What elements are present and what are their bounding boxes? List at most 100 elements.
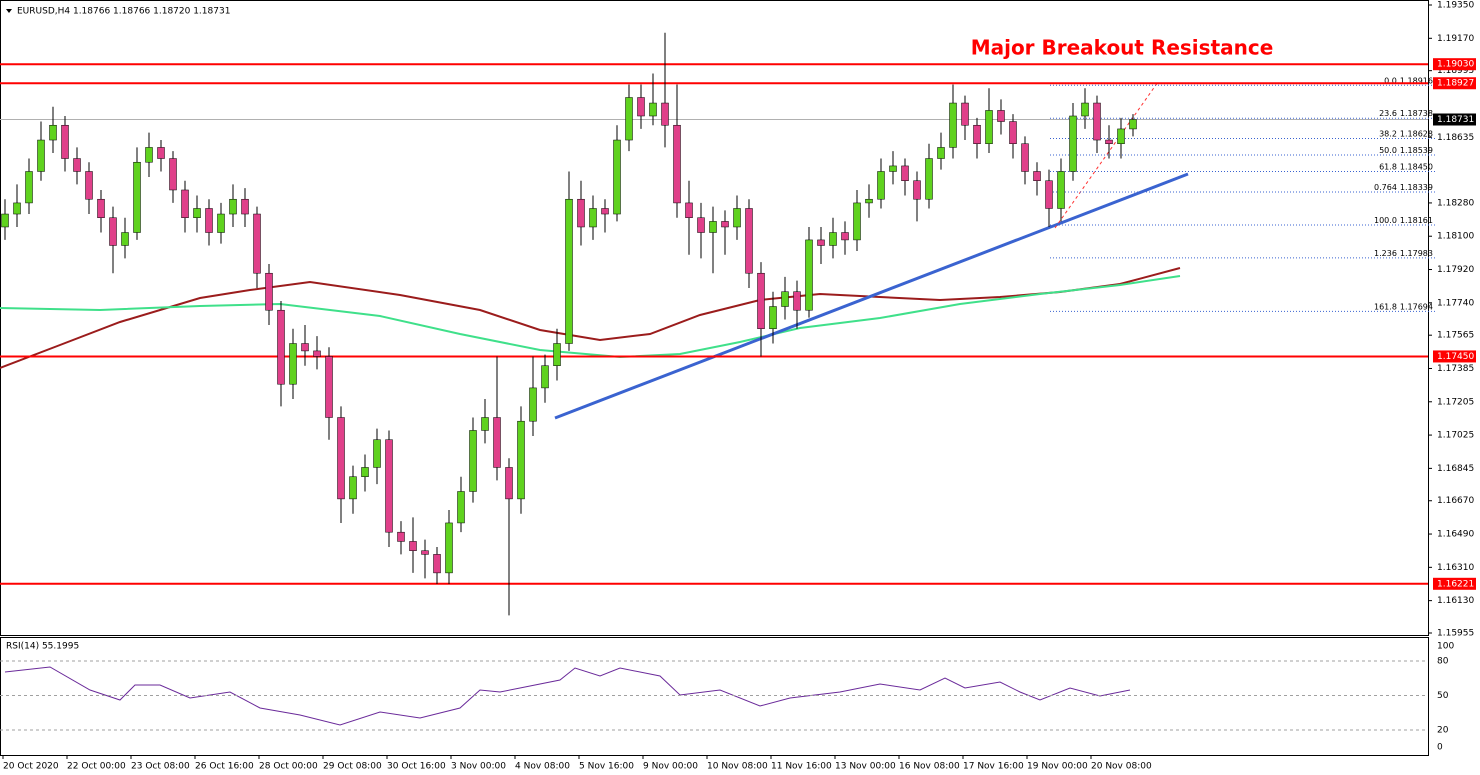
candle-body	[841, 232, 849, 241]
candle-body	[925, 158, 933, 200]
fib-label: 23.6 1.18738	[1379, 109, 1433, 118]
fib-label: 38.2 1.18628	[1379, 129, 1433, 138]
fib-price: 1.18738	[1400, 109, 1433, 118]
candle-body	[853, 202, 861, 241]
candle-body	[121, 232, 129, 246]
candle-body	[889, 165, 897, 172]
y-tick-label: 1.18100	[1437, 232, 1474, 242]
candle-body	[769, 306, 777, 329]
fib-price: 1.17983	[1400, 248, 1433, 257]
candle-body	[805, 239, 813, 311]
candle-body	[721, 221, 729, 228]
x-tick-label: 30 Oct 16:00	[387, 762, 446, 772]
y-tick-label: 1.17205	[1437, 397, 1474, 407]
candle-body	[1117, 128, 1125, 144]
y-tick-label: 1.16845	[1437, 464, 1474, 474]
candle-body	[277, 309, 285, 385]
candle-body	[577, 198, 585, 228]
candle-body	[1, 213, 9, 228]
x-tick-label: 10 Nov 08:00	[707, 762, 768, 772]
candle-body	[1105, 139, 1113, 144]
level-box	[1433, 77, 1476, 90]
level-box	[1433, 58, 1476, 71]
fib-label: 61.8 1.18450	[1379, 162, 1433, 171]
candle-body	[169, 158, 177, 191]
x-tick-label: 23 Oct 08:00	[131, 762, 190, 772]
candle-body	[949, 102, 957, 148]
candle-body	[229, 198, 237, 215]
rsi-tick-label: 0	[1437, 743, 1443, 753]
rsi-label: RSI(14) 55.1995	[6, 642, 79, 652]
candle-body	[493, 417, 501, 468]
y-tick-label: 1.17565	[1437, 331, 1474, 341]
candle-body	[1069, 115, 1077, 172]
x-tick-label: 20 Nov 08:00	[1091, 762, 1152, 772]
trendline	[554, 172, 1189, 420]
fib-level: 100.0	[1374, 215, 1397, 224]
candle-body	[1057, 171, 1065, 209]
x-tick-label: 13 Nov 00:00	[835, 762, 896, 772]
y-tick-label: 1.19350	[1437, 1, 1474, 11]
fib-label: 100.0 1.18161	[1374, 215, 1433, 224]
candle-body	[241, 198, 249, 215]
x-tick-label: 29 Oct 08:00	[323, 762, 382, 772]
candle-body	[745, 208, 753, 274]
candle-body	[97, 198, 105, 218]
candle-body	[613, 139, 621, 215]
candle-body	[1033, 171, 1041, 181]
candle-body	[37, 139, 45, 172]
candle-body	[313, 350, 321, 357]
y-tick-label: 1.16130	[1437, 596, 1474, 606]
fib-label: 0.764 1.18339	[1374, 183, 1433, 192]
y-tick-label: 1.18995	[1437, 66, 1474, 76]
candle-body	[793, 291, 801, 311]
candle-body	[877, 171, 885, 200]
candle-body	[253, 213, 261, 274]
candle-body	[145, 147, 153, 163]
candle-body	[865, 198, 873, 204]
candle-body	[673, 124, 681, 204]
y-tick-label: 1.15955	[1437, 629, 1474, 639]
candle-body	[109, 217, 117, 246]
candle-body	[829, 232, 837, 246]
candle-body	[13, 202, 21, 215]
candle-body	[817, 239, 825, 246]
rsi-tick-label: 80	[1437, 657, 1449, 667]
level-box	[1433, 350, 1476, 363]
candle-body	[481, 417, 489, 431]
fib-level: 23.6	[1379, 109, 1397, 118]
x-tick-label: 17 Nov 16:00	[963, 762, 1024, 772]
candle-body	[997, 110, 1005, 122]
x-tick-label: 9 Nov 00:00	[643, 762, 698, 772]
rsi-tick-label: 20	[1437, 726, 1449, 736]
x-tick-label: 22 Oct 00:00	[67, 762, 126, 772]
candle-body	[781, 291, 789, 307]
x-tick-label: 5 Nov 16:00	[579, 762, 634, 772]
candle-body	[397, 531, 405, 542]
menu-arrow	[6, 9, 12, 13]
rsi-tick-label: 50	[1437, 691, 1449, 701]
fib-level: 1.236	[1374, 248, 1397, 257]
candle-body	[361, 467, 369, 477]
candle-body	[913, 180, 921, 200]
candle-body	[961, 102, 969, 126]
candle-body	[985, 110, 993, 144]
fib-label: 161.8 1.17694	[1374, 302, 1433, 311]
candle-body	[301, 343, 309, 352]
candle-body	[433, 554, 441, 574]
x-tick-label: 26 Oct 16:00	[195, 762, 254, 772]
level-label: 1.19030	[1437, 60, 1474, 70]
candle-body	[973, 124, 981, 144]
candle-body	[469, 430, 477, 492]
candle-body	[133, 161, 141, 233]
candle-body	[733, 208, 741, 228]
fib-label: 0.0 1.18916	[1384, 76, 1433, 85]
y-tick-label: 1.17385	[1437, 364, 1474, 374]
y-tick-label: 1.16490	[1437, 530, 1474, 540]
x-tick-label: 4 Nov 08:00	[515, 762, 570, 772]
candle-body	[601, 208, 609, 215]
fib-price: 1.17694	[1400, 302, 1433, 311]
main-panel	[0, 0, 1429, 636]
x-tick-label: 3 Nov 00:00	[451, 762, 506, 772]
